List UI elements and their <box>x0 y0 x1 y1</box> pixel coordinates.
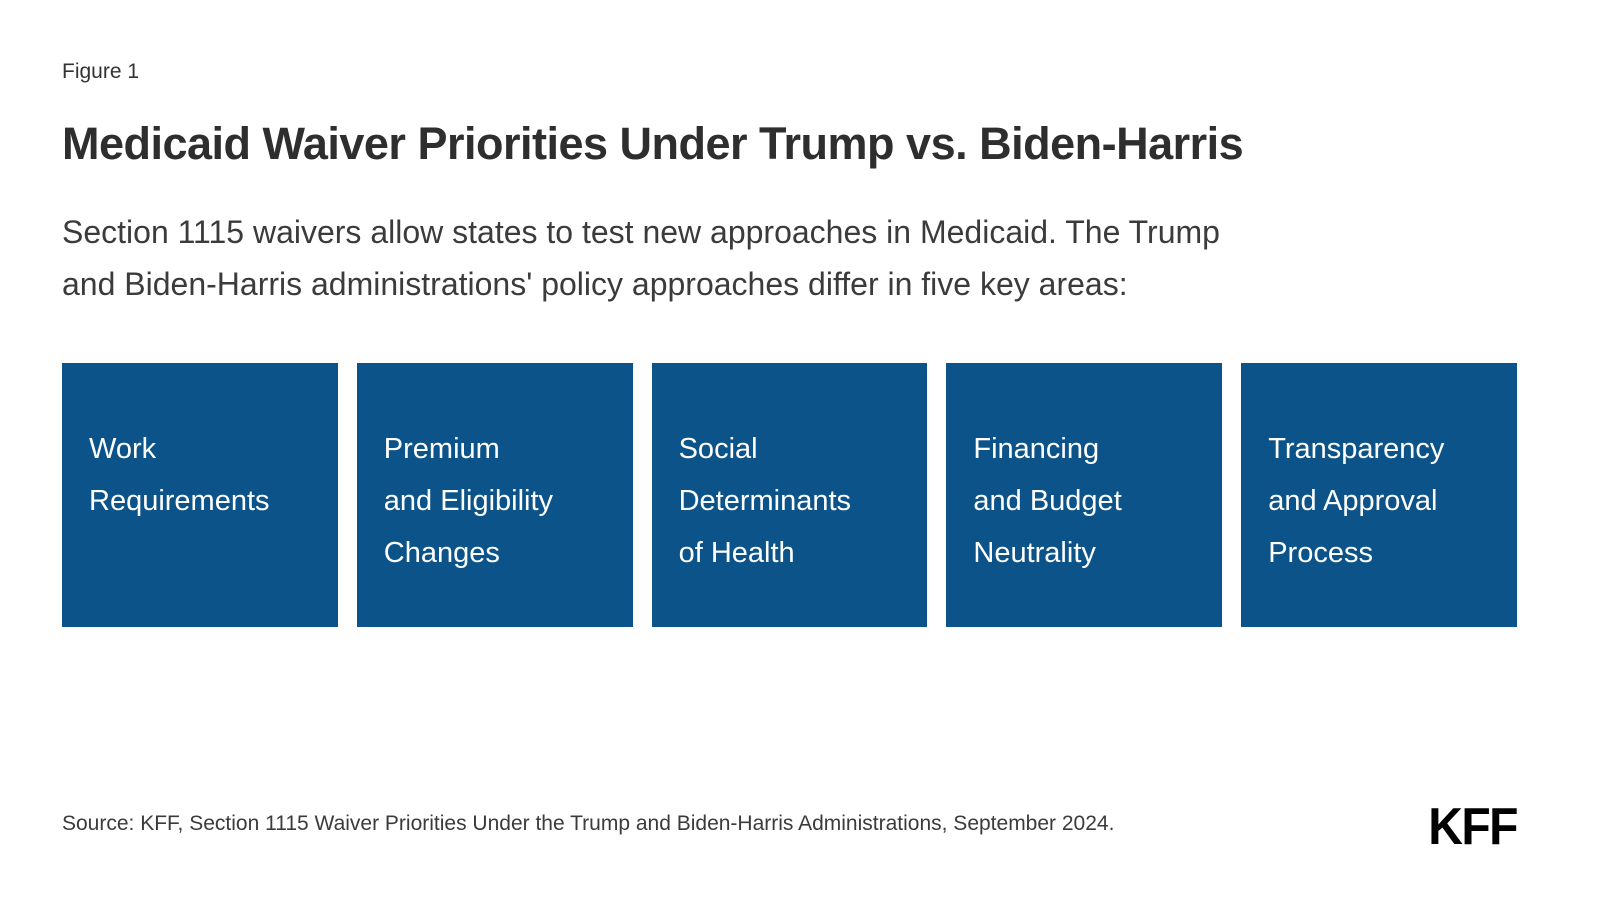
figure-number-label: Figure 1 <box>62 60 140 83</box>
priority-box-premium-eligibility: Premium and Eligibility Changes <box>356 363 633 627</box>
figure-title: Medicaid Waiver Priorities Under Trump v… <box>62 118 1244 169</box>
priority-box-label: Financing and Budget Neutrality <box>973 433 1122 570</box>
priority-box-transparency-approval: Transparency and Approval Process <box>1241 363 1517 627</box>
priority-box-label: Social Determinants of Health <box>678 433 852 570</box>
priority-boxes-row: Work Requirements Premium and Eligibilit… <box>62 363 1517 627</box>
figure-subtitle: Section 1115 waivers allow states to tes… <box>62 214 1220 302</box>
kff-logo: KFF <box>1428 798 1518 857</box>
priority-box-label: Premium and Eligibility Changes <box>383 433 554 570</box>
source-citation: Source: KFF, Section 1115 Waiver Priorit… <box>62 812 1115 835</box>
priority-box-label: Work Requirements <box>89 433 270 518</box>
priority-box-financing-budget: Financing and Budget Neutrality <box>946 363 1223 627</box>
priority-box-social-determinants: Social Determinants of Health <box>651 363 928 627</box>
priority-box-work-requirements: Work Requirements <box>62 363 338 627</box>
priority-box-label: Transparency and Approval Process <box>1268 433 1445 570</box>
